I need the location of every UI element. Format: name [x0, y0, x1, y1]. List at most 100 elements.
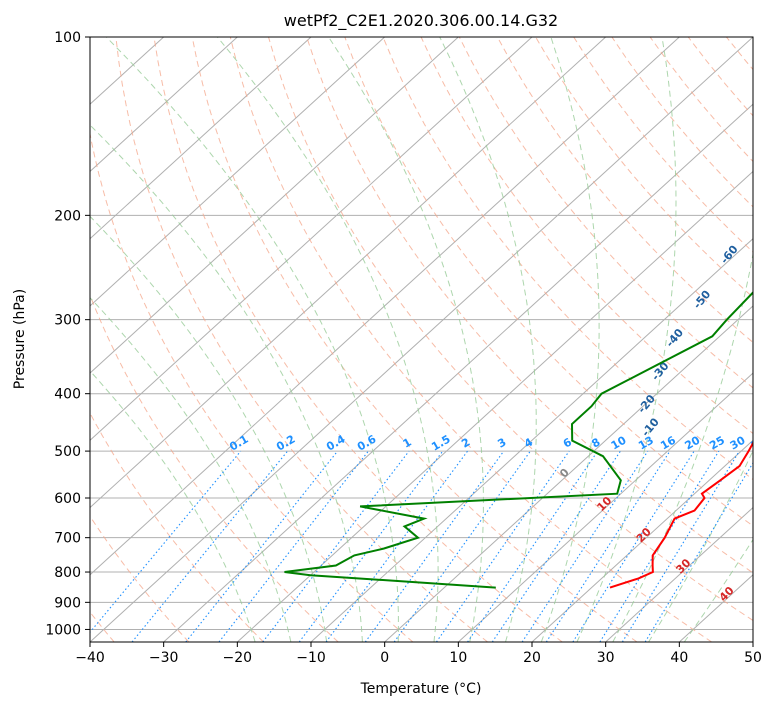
- moist-adiabat: [90, 124, 363, 642]
- dry-adiabat: [153, 37, 563, 642]
- moist-adiabat: [90, 370, 256, 642]
- mixing-ratio-line: [218, 450, 369, 642]
- mixing-ratio-line: [572, 450, 695, 642]
- dry-adiabat: [726, 37, 753, 71]
- moist-adiabat: [328, 37, 484, 642]
- mixing-ratio-label: 0.6: [355, 432, 379, 453]
- dry-adiabat: [382, 37, 753, 481]
- y-tick-label: 800: [54, 565, 81, 581]
- isotherm-line: [90, 37, 238, 173]
- y-tick-label: 600: [54, 491, 81, 507]
- moist-adiabat: [90, 215, 328, 642]
- x-tick-label: 20: [523, 650, 541, 666]
- mixing-ratio-label: 0.2: [274, 433, 297, 454]
- dry-adiabat: [535, 37, 753, 298]
- dry-adiabat: [611, 37, 753, 208]
- mixing-ratio-label: 16: [658, 433, 678, 452]
- mixing-ratio-line: [621, 450, 740, 642]
- dry-adiabat: [229, 37, 712, 642]
- mixing-ratio-label: 3: [495, 436, 508, 451]
- mixing-ratio-line: [298, 450, 444, 642]
- isotherm-line: [457, 372, 753, 642]
- dry-adiabat: [344, 37, 753, 527]
- y-tick-label: 1000: [45, 622, 81, 638]
- isotherm-line: [90, 37, 312, 240]
- mixing-ratio-label: 10: [609, 433, 629, 452]
- mixing-ratio-label: 0.1: [227, 433, 250, 454]
- isotherm-line: [163, 103, 753, 642]
- isotherm-line: [752, 641, 753, 642]
- mixing-ratio-line: [393, 450, 531, 642]
- isotherm-line: [90, 37, 753, 642]
- x-tick-label: −40: [75, 650, 105, 666]
- dry-adiabat-label: -10: [639, 415, 662, 439]
- plot-frame: [89, 36, 754, 643]
- isotherm-line: [384, 305, 753, 642]
- mixing-ratio-label: 30: [728, 433, 748, 452]
- mixing-ratio-line: [491, 450, 621, 642]
- y-tick-label: 400: [54, 387, 81, 403]
- mixing-ratio-line: [364, 450, 505, 642]
- isotherm-line: [310, 237, 753, 642]
- x-tick-label: −30: [149, 650, 179, 666]
- moist-adiabat: [105, 37, 399, 642]
- dry-adiabat: [90, 131, 414, 642]
- dry-adiabat-label: -70: [748, 195, 771, 219]
- mixing-ratio-line: [435, 450, 570, 642]
- dry-adiabat-label: -40: [663, 326, 686, 350]
- dry-adiabat-label: -60: [718, 243, 741, 267]
- temperature-profile-line: [609, 441, 753, 589]
- mixing-ratio-label: 0.4: [324, 432, 348, 453]
- mixing-ratio-line: [131, 450, 289, 642]
- x-tick-label: 10: [449, 650, 467, 666]
- dry-adiabat: [306, 37, 753, 574]
- mixing-ratio-label: 1: [401, 436, 414, 451]
- x-tick-label: −20: [223, 650, 253, 666]
- moist-adiabat: [439, 37, 537, 642]
- isotherm-label: 10: [594, 494, 614, 514]
- y-tick-label: 200: [54, 208, 81, 224]
- mixing-ratio-label: 1.5: [429, 433, 452, 454]
- isotherm-line: [90, 37, 386, 307]
- x-tick-label: 50: [744, 650, 762, 666]
- x-tick-label: 30: [597, 650, 615, 666]
- mixing-ratio-label: 36: [748, 433, 768, 452]
- isotherm-line: [90, 37, 607, 509]
- isotherm-label: 40: [717, 584, 737, 604]
- isotherm-line: [605, 506, 753, 642]
- moist-adiabat: [576, 37, 677, 642]
- x-axis-label: Temperature (°C): [360, 681, 482, 697]
- isotherm-line: [90, 37, 533, 442]
- y-tick-label: 300: [54, 313, 81, 329]
- mixing-ratio-line: [467, 450, 599, 642]
- x-tick-label: −10: [296, 650, 326, 666]
- dry-adiabat: [268, 37, 753, 622]
- dry-adiabat: [191, 37, 638, 642]
- y-tick-label: 100: [54, 30, 81, 46]
- dry-adiabat: [765, 37, 775, 642]
- moist-adiabat: [612, 251, 753, 642]
- dry-adiabat: [496, 37, 753, 344]
- moist-adiabat: [683, 538, 753, 642]
- isotherm-line: [90, 37, 459, 374]
- chart-title: wetPf2_C2E1.2020.306.00.14.G32: [284, 11, 558, 31]
- mixing-ratio-line: [90, 450, 242, 634]
- y-tick-label: 700: [54, 531, 81, 547]
- dry-adiabat: [420, 37, 753, 435]
- isotherm-label: 30: [673, 556, 693, 576]
- mixing-ratio-line: [185, 450, 339, 642]
- isotherm-line: [531, 439, 753, 642]
- x-tick-label: 40: [670, 650, 688, 666]
- mixing-ratio-line: [644, 461, 753, 642]
- mixing-ratio-label: 2: [459, 436, 472, 451]
- mixing-ratio-line: [262, 450, 410, 642]
- dewpoint-profile-line: [284, 291, 753, 589]
- moist-adiabat: [217, 37, 439, 642]
- dry-adiabat: [90, 515, 190, 642]
- y-tick-label: 500: [54, 444, 81, 460]
- isotherm-line: [90, 37, 680, 576]
- moist-adiabat: [540, 37, 600, 642]
- y-axis-label: Pressure (hPa): [12, 289, 28, 389]
- dry-adiabat-label: -50: [691, 288, 714, 312]
